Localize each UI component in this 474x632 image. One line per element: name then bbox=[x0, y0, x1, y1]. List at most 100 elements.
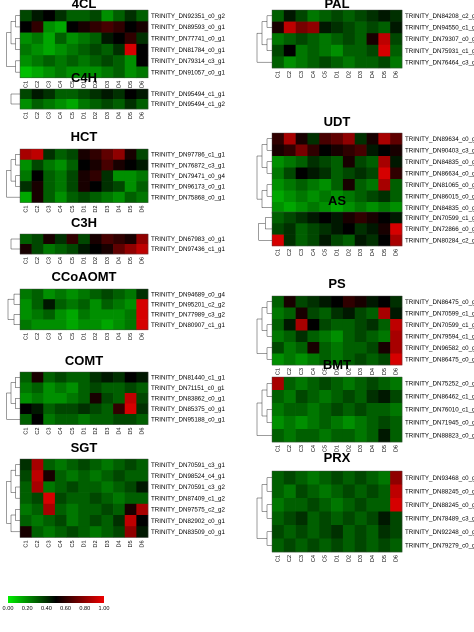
column-label: D4 bbox=[116, 428, 122, 435]
heatmap-cell bbox=[307, 498, 320, 512]
heatmap-cell bbox=[66, 170, 79, 182]
row-dendrogram bbox=[256, 477, 272, 546]
heatmap-cell bbox=[331, 202, 344, 214]
row-label: TRINITY_DN79594_c1_g2 bbox=[405, 333, 474, 340]
heatmap-cell bbox=[366, 377, 379, 391]
column-label: D6 bbox=[140, 428, 146, 435]
heatmap-cell bbox=[283, 234, 296, 247]
heatmap-cell bbox=[319, 234, 332, 247]
heatmap-cell bbox=[101, 526, 114, 538]
panel-title: AS bbox=[328, 193, 346, 208]
heatmap-cell bbox=[43, 66, 56, 79]
heatmap-cell bbox=[101, 372, 114, 383]
heatmap-cell bbox=[272, 223, 285, 235]
heatmap-cell bbox=[295, 484, 308, 499]
heatmap-cell bbox=[31, 32, 44, 45]
heatmap-cell bbox=[124, 526, 137, 538]
heatmap-cell bbox=[43, 515, 56, 527]
heatmap-panel-ccoaomt: CCoAOMT TRINITY_DN94689_c0_g4 TRINITY_DN95… bbox=[7, 269, 226, 340]
column-label: C3 bbox=[299, 368, 305, 375]
heatmap-cell bbox=[354, 156, 367, 168]
row-dendrogram bbox=[256, 15, 272, 63]
heatmap-cell bbox=[331, 353, 344, 366]
heatmap-cell bbox=[272, 484, 285, 499]
column-label: C1 bbox=[275, 445, 281, 452]
heatmap-cell bbox=[124, 234, 137, 245]
heatmap-cell bbox=[283, 156, 296, 168]
heatmap-cell bbox=[66, 372, 79, 383]
column-label: C1 bbox=[23, 540, 29, 547]
heatmap-cell bbox=[124, 372, 137, 383]
heatmap-cell bbox=[390, 296, 403, 308]
heatmap-cell bbox=[43, 403, 56, 415]
heatmap-cell bbox=[66, 492, 79, 505]
row-label: TRINITY_DN96582_c0_g3 bbox=[405, 345, 474, 352]
panel-title: HCT bbox=[71, 129, 98, 144]
heatmap-cell bbox=[20, 99, 32, 110]
heatmap-cell bbox=[331, 234, 344, 247]
heatmap-panel-bmt: BMT TRINITY_DN75252_c0_g2 TRINITY_DN86462_… bbox=[256, 357, 474, 452]
heatmap-cell bbox=[136, 515, 149, 527]
column-label: C3 bbox=[47, 81, 53, 88]
heatmap-cell bbox=[378, 353, 391, 366]
heatmap-cell bbox=[354, 44, 367, 57]
heatmap-cell bbox=[136, 43, 149, 56]
heatmap-cell bbox=[136, 159, 149, 171]
column-label: C4 bbox=[311, 555, 317, 562]
heatmap-cell bbox=[295, 167, 308, 180]
heatmap-cell bbox=[136, 393, 149, 404]
color-scale-bar bbox=[8, 596, 104, 603]
heatmap-cell bbox=[283, 179, 296, 191]
row-dendrogram bbox=[256, 383, 272, 436]
row-label: TRINITY_DN87409_c1_g2 bbox=[151, 495, 226, 502]
heatmap-cell bbox=[390, 538, 403, 553]
heatmap-cell bbox=[378, 307, 391, 320]
column-label: D4 bbox=[370, 445, 376, 452]
heatmap-cell bbox=[295, 56, 308, 69]
heatmap-cell bbox=[113, 181, 126, 193]
heatmap-cell bbox=[331, 33, 344, 46]
heatmap-cell bbox=[54, 99, 67, 110]
heatmap-cell bbox=[366, 330, 379, 343]
row-label: TRINITY_DN98524_c4_g1 bbox=[151, 473, 226, 480]
heatmap-cell bbox=[89, 43, 102, 56]
heatmap-cell bbox=[136, 170, 149, 182]
heatmap-cell bbox=[307, 390, 320, 404]
heatmap-cell bbox=[101, 299, 114, 310]
heatmap-cell bbox=[43, 470, 56, 482]
heatmap-cell bbox=[31, 459, 44, 471]
heatmap-cell bbox=[342, 212, 356, 224]
heatmap-cell bbox=[89, 289, 102, 300]
heatmap-cell bbox=[136, 319, 149, 331]
heatmap-cell bbox=[124, 382, 137, 394]
heatmap-cell bbox=[319, 212, 332, 224]
column-label: D5 bbox=[382, 368, 388, 375]
heatmap-cell bbox=[43, 32, 56, 45]
heatmap-cell bbox=[78, 21, 91, 33]
heatmap-cell bbox=[113, 55, 126, 67]
heatmap-cell bbox=[354, 190, 367, 203]
heatmap-cell bbox=[307, 416, 320, 430]
heatmap-cell bbox=[43, 159, 56, 171]
heatmap-cell bbox=[89, 10, 102, 22]
heatmap-cell bbox=[354, 296, 367, 308]
heatmap-cell bbox=[54, 299, 67, 310]
row-label: TRINITY_DN90403_c3_g1 bbox=[405, 147, 474, 154]
heatmap-cell bbox=[378, 56, 391, 69]
heatmap-cell bbox=[272, 377, 285, 391]
heatmap-cell bbox=[78, 481, 91, 493]
heatmap-cell bbox=[124, 414, 137, 425]
heatmap-cell bbox=[283, 353, 296, 366]
heatmap-cell bbox=[89, 372, 102, 383]
heatmap-cell bbox=[43, 492, 56, 505]
heatmap-cell bbox=[20, 382, 32, 394]
heatmap-cell bbox=[307, 319, 320, 331]
heatmap-cell bbox=[78, 89, 91, 100]
heatmap-cell bbox=[366, 484, 379, 499]
heatmap-cell bbox=[43, 299, 56, 310]
heatmap-cell bbox=[54, 289, 67, 300]
heatmap-cell bbox=[89, 459, 102, 471]
heatmap-cell bbox=[390, 167, 403, 180]
heatmap-cell bbox=[136, 492, 149, 505]
column-label: D4 bbox=[370, 249, 376, 256]
